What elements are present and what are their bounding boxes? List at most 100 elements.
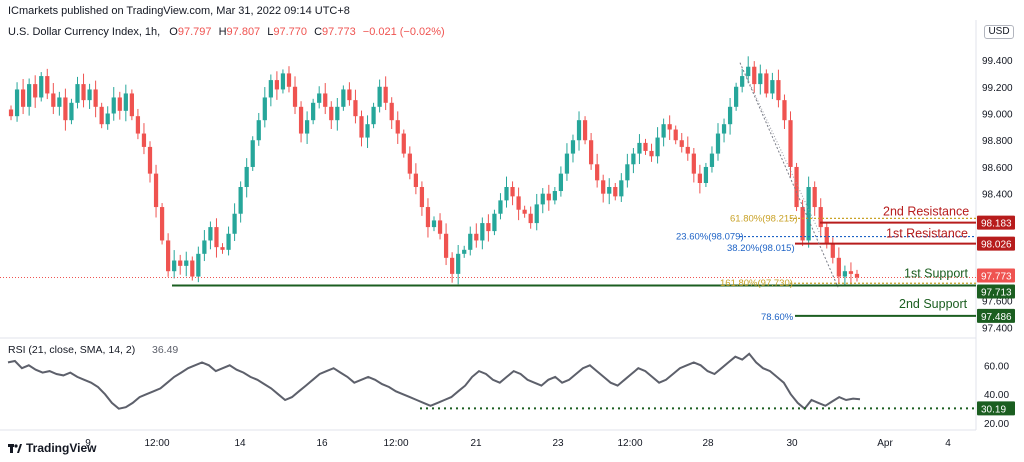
candle-body	[679, 140, 684, 147]
candle-body	[715, 133, 721, 154]
candle-body	[365, 124, 370, 138]
candle-body	[437, 220, 443, 234]
candle-body	[20, 89, 26, 107]
candle-body	[250, 140, 255, 167]
candle-body	[196, 253, 201, 277]
candlestick-series	[8, 56, 860, 286]
candle-body	[510, 187, 515, 197]
candle-body	[135, 116, 141, 134]
candle-body	[286, 73, 292, 87]
candle-body	[232, 213, 237, 234]
price-tick-label: 98.800	[982, 136, 1013, 147]
candle-body	[492, 213, 497, 232]
candle-body	[401, 133, 406, 154]
candle-body	[727, 106, 733, 125]
first-resistance-label: 1st Resistance	[886, 227, 968, 241]
fib-trend-line	[739, 62, 839, 288]
candle-body	[335, 106, 340, 121]
candle-body	[613, 187, 618, 197]
time-axis[interactable]: 9 12:00 14 16 12:00 21 23 12:00 28 30 Apr 4	[85, 438, 951, 449]
candle-body	[818, 207, 823, 228]
candle-body	[661, 124, 666, 138]
candle-body	[431, 220, 437, 228]
candle-body	[14, 89, 20, 117]
rsi-legend-value: 36.49	[152, 344, 178, 356]
candle-body	[637, 142, 642, 154]
candle-body	[848, 271, 854, 274]
candle-body	[311, 102, 316, 121]
candle-body	[812, 187, 817, 208]
candle-body	[184, 260, 189, 266]
time-tick-label: Apr	[877, 438, 893, 449]
candle-body	[159, 207, 165, 241]
second-support-label: 2nd Support	[899, 297, 968, 311]
currency-selector[interactable]: USD	[984, 25, 1014, 39]
time-tick-label: 16	[316, 438, 328, 449]
main-pane[interactable]	[0, 20, 976, 340]
time-tick-label: 21	[470, 438, 482, 449]
change-value: −0.021 (−0.02%)	[362, 26, 445, 38]
fib-trend-line-secondary	[744, 73, 821, 234]
candle-body	[111, 97, 116, 114]
price-tick-label: 99.200	[982, 83, 1013, 94]
price-label-box	[977, 401, 1015, 416]
candle-body	[480, 223, 485, 241]
rsi-pane[interactable]: 60.00 40.00 20.00 RSI (21, close, SMA, 14, …	[7, 344, 1009, 430]
candle-body	[782, 100, 787, 121]
candle-body	[129, 93, 134, 117]
high-value: 97.807	[226, 26, 261, 38]
candle-body	[377, 86, 382, 107]
candle-body	[190, 260, 195, 277]
candle-body	[93, 89, 98, 107]
candle-body	[226, 233, 231, 250]
candle-body	[462, 249, 467, 254]
candle-body	[643, 142, 648, 151]
candle-body	[576, 120, 582, 141]
candle-body	[522, 209, 527, 214]
candle-body	[81, 84, 86, 101]
candle-body	[746, 66, 751, 77]
candle-body	[456, 253, 461, 274]
candle-body	[147, 146, 153, 174]
candle-body	[383, 86, 388, 103]
candle-body	[498, 200, 503, 214]
time-tick-label: 12:00	[383, 438, 408, 449]
candle-body	[202, 240, 207, 254]
price-label-rsi_level: 30.19	[981, 404, 1006, 415]
rsi-tick-label: 20.00	[984, 419, 1009, 430]
candle-body	[625, 164, 630, 181]
candle-body	[546, 193, 551, 201]
candle-body	[474, 233, 479, 241]
candle-body	[166, 240, 171, 272]
candle-body	[69, 102, 74, 121]
candle-body	[607, 187, 612, 194]
candle-body	[806, 187, 811, 241]
footer-brand: TradingView	[26, 441, 97, 455]
symbol-legend[interactable]: U.S. Dollar Currency Index, 1h, O97.797 …	[8, 26, 445, 38]
candle-body	[27, 84, 32, 107]
candle-body	[117, 97, 122, 111]
candle-body	[673, 129, 678, 141]
candle-body	[419, 187, 425, 208]
candle-body	[667, 124, 672, 130]
candle-body	[830, 244, 835, 258]
second-resistance-label: 2nd Resistance	[883, 205, 969, 219]
close-value: 97.773	[322, 26, 356, 38]
candle-body	[703, 166, 709, 183]
price-label-support: 97.486	[981, 312, 1012, 323]
candle-body	[468, 233, 473, 250]
candle-body	[99, 106, 104, 125]
candle-body	[359, 116, 364, 138]
candle-body	[582, 120, 588, 141]
time-tick-label: 30	[786, 438, 798, 449]
open-value: 97.797	[177, 26, 212, 38]
candle-body	[564, 153, 570, 174]
candle-body	[33, 84, 38, 98]
time-tick-label: 9	[85, 438, 91, 449]
tradingview-logo[interactable]: TradingView	[8, 441, 96, 455]
price-axis[interactable]: 99.400 99.200 99.000 98.800 98.600 98.400 97.6…	[982, 56, 1013, 334]
symbol-name[interactable]: U.S. Dollar Currency Index, 1h,	[8, 26, 161, 38]
candle-body	[685, 146, 690, 154]
candle-body	[304, 120, 310, 134]
